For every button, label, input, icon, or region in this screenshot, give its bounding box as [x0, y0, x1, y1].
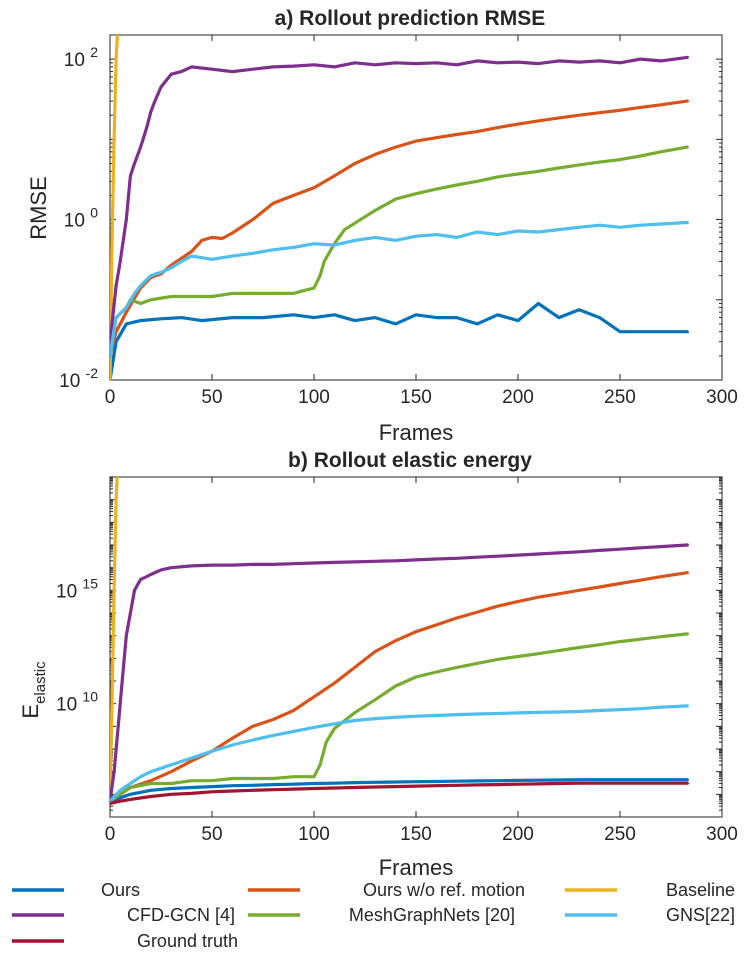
x-tick-label-a: 0	[105, 387, 116, 408]
y-tick-label-a: 10 -2	[59, 365, 98, 392]
y-tick-label-a: 10 0	[64, 205, 98, 232]
y-tick-label-b: 10 10	[56, 689, 98, 716]
x-tick-label-b: 200	[502, 824, 534, 845]
chart-panel-b: b) Rollout elastic energy 0 50 100 150 200 25…	[18, 449, 738, 880]
x-tick-label-b: 50	[201, 824, 222, 845]
x-axis-label-b: Frames	[379, 855, 454, 880]
chart-title-b: b) Rollout elastic energy	[288, 449, 532, 472]
legend-label: GNS[22]	[666, 905, 735, 925]
chart-title-a: a) Rollout prediction RMSE	[275, 7, 546, 30]
x-tick-label-a: 50	[201, 387, 222, 408]
x-tick-label-a: 150	[400, 387, 432, 408]
y-axis-label-b: Eelastic	[18, 661, 49, 719]
x-tick-label-b: 100	[298, 824, 330, 845]
series-line-a-gns-22	[110, 220, 689, 358]
x-tick-label-a: 250	[604, 387, 636, 408]
series-line-a-meshgraphnets-20	[110, 145, 689, 358]
legend-label: Ours w/o ref. motion	[363, 880, 525, 900]
legend-label: Baseline	[666, 880, 735, 900]
y-axis-label-b-sub: elastic	[32, 661, 49, 704]
y-axis-label-b-main: E	[18, 704, 43, 719]
y-axis-label-a: RMSE	[26, 176, 51, 240]
x-tick-label-a: 100	[298, 387, 330, 408]
x-tick-label-b: 250	[604, 824, 636, 845]
chart-panel-a: a) Rollout prediction RMSE 0 50 100 150 200 2…	[26, 7, 738, 445]
y-tick-label-b: 10 15	[56, 575, 98, 602]
series-line-b-cfd-gcn-4	[110, 543, 689, 803]
x-tick-label-b: 300	[706, 824, 738, 845]
series-line-a-baseline	[110, 35, 120, 380]
legend-item-ground-truth: Ground truth	[12, 931, 238, 951]
legend-item-ours: Ours	[12, 880, 140, 900]
ticks-a: 0 50 100 150 200 250 300 10 -2 10 0 10 2	[59, 34, 738, 408]
series-line-b-ours	[110, 778, 689, 803]
series-line-b-ours-w-o-ref-motion	[110, 571, 689, 803]
legend-item-ours-w-o-ref-motion: Ours w/o ref. motion	[248, 880, 525, 900]
legend-label: MeshGraphNets [20]	[349, 905, 515, 925]
series-line-b-ground-truth	[110, 781, 689, 806]
x-tick-label-b: 0	[105, 824, 116, 845]
legend-item-gns-22: GNS[22]	[565, 905, 735, 925]
legend-item-cfd-gcn-4: CFD-GCN [4]	[12, 905, 235, 925]
series-lines-a	[110, 35, 689, 380]
legend-label: Ground truth	[137, 931, 238, 951]
y-tick-label-a: 10 2	[64, 44, 98, 71]
series-line-b-gns-22	[110, 704, 689, 803]
legend-label: CFD-GCN [4]	[127, 905, 235, 925]
x-tick-label-b: 150	[400, 824, 432, 845]
plot-area-b	[109, 476, 723, 818]
series-line-b-baseline	[110, 477, 119, 796]
legend-label: Ours	[101, 880, 140, 900]
series-line-a-cfd-gcn-4	[110, 55, 689, 358]
x-tick-label-a: 300	[706, 387, 738, 408]
plot-area-a	[109, 34, 723, 381]
series-line-b-meshgraphnets-20	[110, 632, 689, 803]
x-axis-label-a: Frames	[379, 420, 454, 445]
legend-item-baseline: Baseline	[565, 880, 735, 900]
x-tick-label-a: 200	[502, 387, 534, 408]
series-line-a-ours	[110, 301, 689, 380]
legend: Ours Ours w/o ref. motion Baseline CFD-GCN …	[12, 880, 735, 951]
legend-item-meshgraphnets-20: MeshGraphNets [20]	[248, 905, 515, 925]
ticks-b: 0 50 100 150 200 250 300 10 10 10 15	[56, 476, 738, 845]
series-lines-b	[110, 477, 689, 806]
